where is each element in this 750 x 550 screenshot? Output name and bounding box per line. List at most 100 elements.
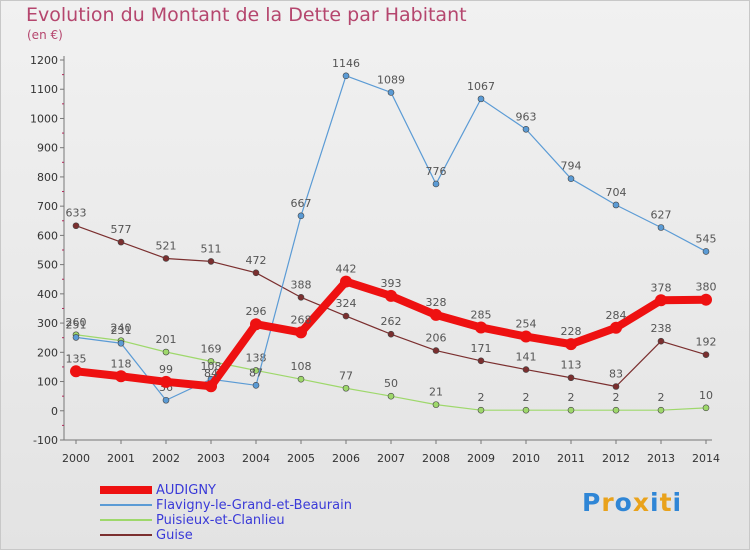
data-point-puisieux-et-clanlieu	[477, 406, 485, 414]
data-point-guise	[432, 347, 440, 354]
data-label-flavigny-le-grand-et-beaurain: 251	[66, 318, 87, 331]
x-tick-label: 2008	[422, 452, 450, 465]
chart-subtitle: (en €)	[27, 28, 63, 42]
x-tick-label: 2011	[557, 452, 585, 465]
data-label-guise: 192	[696, 336, 717, 349]
data-point-audigny	[565, 338, 577, 351]
y-tick-label: 800	[37, 171, 58, 184]
data-point-audigny	[520, 330, 532, 343]
data-point-audigny	[655, 294, 667, 307]
data-point-guise	[162, 255, 170, 262]
y-tick-label: 200	[37, 346, 58, 359]
y-tick-label: 1000	[30, 112, 58, 125]
legend-swatch-guise	[100, 534, 152, 536]
data-point-audigny	[385, 289, 397, 302]
y-tick-label: 700	[37, 200, 58, 213]
data-label-audigny: 285	[471, 308, 492, 321]
x-tick-label: 2012	[602, 452, 630, 465]
data-label-audigny: 254	[516, 318, 537, 331]
data-label-flavigny-le-grand-et-beaurain: 108	[201, 360, 222, 373]
data-label-audigny: 393	[381, 277, 402, 290]
x-tick-label: 2006	[332, 452, 360, 465]
data-point-flavigny-le-grand-et-beaurain	[432, 180, 440, 188]
data-point-flavigny-le-grand-et-beaurain	[297, 212, 305, 220]
x-tick-label: 2007	[377, 452, 405, 465]
data-label-audigny: 380	[696, 281, 717, 294]
data-label-flavigny-le-grand-et-beaurain: 704	[606, 186, 627, 199]
data-label-puisieux-et-clanlieu: 2	[613, 391, 620, 404]
data-point-audigny	[475, 321, 487, 334]
data-point-puisieux-et-clanlieu	[657, 406, 665, 414]
data-point-audigny	[205, 380, 217, 393]
data-point-guise	[567, 374, 575, 382]
y-tick-label: 500	[37, 259, 58, 272]
y-tick-label: 300	[37, 317, 58, 330]
data-label-audigny: 84	[204, 367, 218, 380]
data-label-puisieux-et-clanlieu: 77	[339, 369, 353, 382]
data-label-guise: 262	[381, 315, 402, 328]
data-point-flavigny-le-grand-et-beaurain	[522, 125, 530, 133]
data-label-puisieux-et-clanlieu: 240	[111, 322, 132, 335]
data-label-guise: 511	[201, 242, 222, 255]
data-point-flavigny-le-grand-et-beaurain	[387, 89, 395, 96]
data-point-puisieux-et-clanlieu	[432, 401, 440, 408]
data-label-flavigny-le-grand-et-beaurain: 1067	[467, 80, 495, 93]
data-point-flavigny-le-grand-et-beaurain	[342, 72, 350, 80]
data-point-puisieux-et-clanlieu	[702, 404, 710, 412]
x-tick-label: 2004	[242, 452, 270, 465]
data-label-puisieux-et-clanlieu: 2	[568, 391, 575, 404]
data-point-guise	[657, 337, 665, 345]
data-point-puisieux-et-clanlieu	[567, 406, 575, 414]
x-tick-label: 2000	[62, 452, 90, 465]
data-label-puisieux-et-clanlieu: 108	[291, 360, 312, 373]
data-label-guise: 577	[111, 223, 132, 236]
data-point-audigny	[340, 275, 352, 288]
x-tick-label: 2014	[692, 452, 720, 465]
data-point-audigny	[295, 326, 307, 339]
brand-letter: t	[659, 488, 673, 517]
brand-letter: o	[614, 488, 633, 517]
data-label-guise: 113	[561, 359, 582, 372]
data-point-puisieux-et-clanlieu	[522, 406, 530, 414]
data-label-flavigny-le-grand-et-beaurain: 545	[696, 232, 717, 245]
data-label-puisieux-et-clanlieu: 21	[429, 386, 443, 399]
data-point-guise	[207, 258, 215, 265]
data-label-guise: 472	[246, 254, 267, 267]
data-label-guise: 521	[156, 239, 177, 252]
data-label-flavigny-le-grand-et-beaurain: 667	[291, 197, 312, 210]
data-label-audigny: 228	[561, 325, 582, 338]
data-point-guise	[117, 238, 125, 246]
data-point-guise	[72, 222, 80, 230]
data-point-puisieux-et-clanlieu	[612, 406, 620, 414]
data-point-puisieux-et-clanlieu	[297, 375, 305, 383]
data-label-flavigny-le-grand-et-beaurain: 87	[249, 366, 263, 379]
data-label-audigny: 268	[291, 313, 312, 326]
data-label-flavigny-le-grand-et-beaurain: 963	[516, 110, 537, 123]
data-label-audigny: 284	[606, 309, 627, 322]
data-label-audigny: 135	[66, 352, 87, 365]
y-tick-label: 900	[37, 142, 58, 155]
data-label-guise: 171	[471, 342, 492, 355]
data-label-audigny: 296	[246, 305, 267, 318]
x-tick-label: 2002	[152, 452, 180, 465]
data-label-flavigny-le-grand-et-beaurain: 1089	[377, 73, 405, 86]
y-tick-label: 1100	[30, 83, 58, 96]
data-point-guise	[387, 330, 395, 338]
data-label-puisieux-et-clanlieu: 2	[658, 391, 665, 404]
data-point-guise	[342, 312, 350, 320]
data-point-flavigny-le-grand-et-beaurain	[612, 201, 620, 209]
data-label-audigny: 328	[426, 296, 447, 309]
data-point-audigny	[700, 293, 712, 306]
data-label-flavigny-le-grand-et-beaurain: 1146	[332, 57, 360, 70]
x-tick-label: 2003	[197, 452, 225, 465]
data-point-audigny	[70, 365, 82, 378]
brand-letter: i	[650, 488, 660, 517]
data-label-puisieux-et-clanlieu: 10	[699, 389, 713, 402]
data-label-guise: 83	[609, 368, 623, 381]
data-label-audigny: 99	[159, 363, 173, 376]
data-label-puisieux-et-clanlieu: 50	[384, 377, 398, 390]
data-point-guise	[477, 357, 485, 365]
data-point-flavigny-le-grand-et-beaurain	[72, 334, 80, 341]
data-label-puisieux-et-clanlieu: 169	[201, 342, 222, 355]
